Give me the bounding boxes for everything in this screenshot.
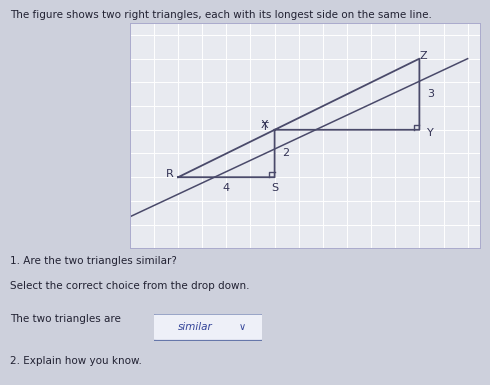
Text: ∨: ∨ xyxy=(239,322,246,332)
Text: similar: similar xyxy=(178,322,213,332)
Text: T: T xyxy=(262,122,269,132)
Text: Z: Z xyxy=(419,51,427,61)
FancyBboxPatch shape xyxy=(151,314,266,341)
Text: R: R xyxy=(166,169,173,179)
Text: 2. Explain how you know.: 2. Explain how you know. xyxy=(10,356,142,366)
Text: 3: 3 xyxy=(427,89,434,99)
Text: X: X xyxy=(261,120,269,130)
Text: Y: Y xyxy=(427,128,434,138)
Text: 2: 2 xyxy=(282,149,289,159)
Text: S: S xyxy=(271,183,278,193)
Text: Select the correct choice from the drop down.: Select the correct choice from the drop … xyxy=(10,281,249,291)
Text: 4: 4 xyxy=(223,183,230,193)
Text: The two triangles are: The two triangles are xyxy=(10,314,124,324)
Text: The figure shows two right triangles, each with its longest side on the same lin: The figure shows two right triangles, ea… xyxy=(10,10,432,20)
Text: 1. Are the two triangles similar?: 1. Are the two triangles similar? xyxy=(10,256,177,266)
